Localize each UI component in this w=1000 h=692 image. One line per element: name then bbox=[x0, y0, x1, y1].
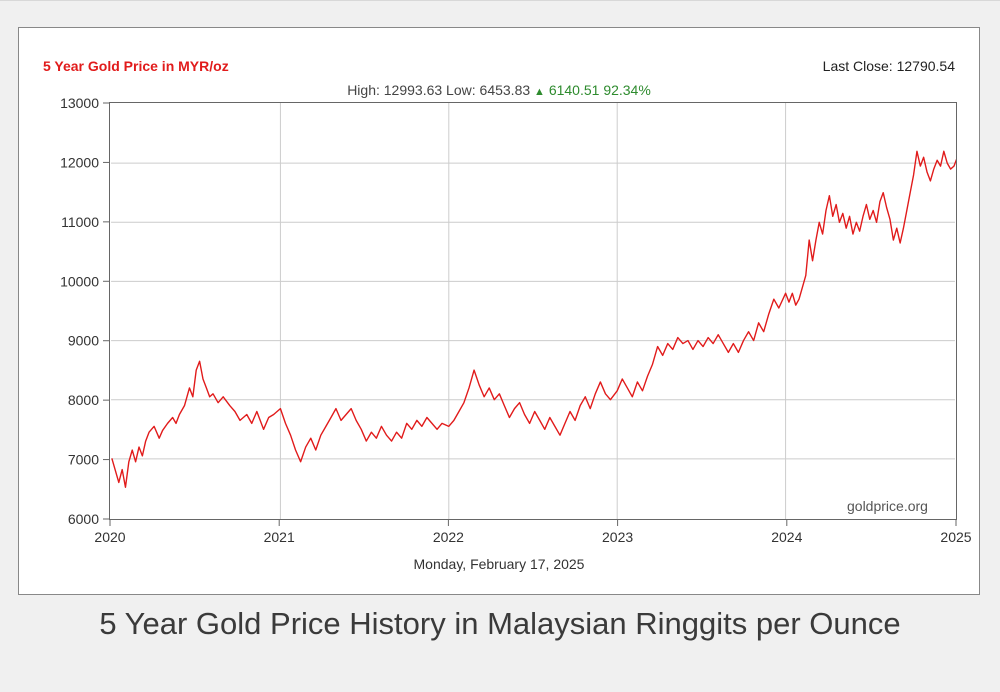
last-close: Last Close: 12790.54 bbox=[823, 58, 955, 74]
change-pct: 92.34% bbox=[603, 82, 650, 98]
chart-date: Monday, February 17, 2025 bbox=[19, 556, 979, 572]
svg-text:2023: 2023 bbox=[602, 529, 633, 545]
svg-text:2024: 2024 bbox=[771, 529, 802, 545]
svg-text:12000: 12000 bbox=[60, 154, 99, 170]
series-label: 5 Year Gold Price in MYR/oz bbox=[43, 58, 229, 74]
svg-text:10000: 10000 bbox=[60, 273, 99, 289]
up-triangle-icon: ▲ bbox=[534, 86, 545, 98]
svg-text:2021: 2021 bbox=[264, 529, 295, 545]
svg-text:6000: 6000 bbox=[68, 511, 99, 527]
low-label: Low: bbox=[442, 82, 479, 98]
svg-text:7000: 7000 bbox=[68, 452, 99, 468]
caption: 5 Year Gold Price History in Malaysian R… bbox=[0, 605, 1000, 644]
chart-svg bbox=[110, 103, 956, 519]
svg-text:2020: 2020 bbox=[94, 529, 125, 545]
svg-text:2022: 2022 bbox=[433, 529, 464, 545]
page: 5 Year Gold Price in MYR/oz High: 12993.… bbox=[0, 0, 1000, 692]
chart-panel: 5 Year Gold Price in MYR/oz High: 12993.… bbox=[18, 27, 980, 595]
last-close-label: Last Close: bbox=[823, 58, 897, 74]
high-value: 12993.63 bbox=[384, 82, 442, 98]
last-close-value: 12790.54 bbox=[897, 58, 955, 74]
svg-text:9000: 9000 bbox=[68, 333, 99, 349]
svg-text:11000: 11000 bbox=[61, 214, 99, 230]
change-abs: 6140.51 bbox=[549, 82, 600, 98]
low-value: 6453.83 bbox=[480, 82, 531, 98]
chart-plot-area bbox=[109, 102, 957, 520]
stats-line: High: 12993.63 Low: 6453.83 ▲ 6140.51 92… bbox=[19, 82, 979, 98]
svg-text:8000: 8000 bbox=[68, 392, 99, 408]
high-label: High: bbox=[347, 82, 384, 98]
watermark: goldprice.org bbox=[847, 498, 928, 514]
svg-text:2025: 2025 bbox=[940, 529, 971, 545]
